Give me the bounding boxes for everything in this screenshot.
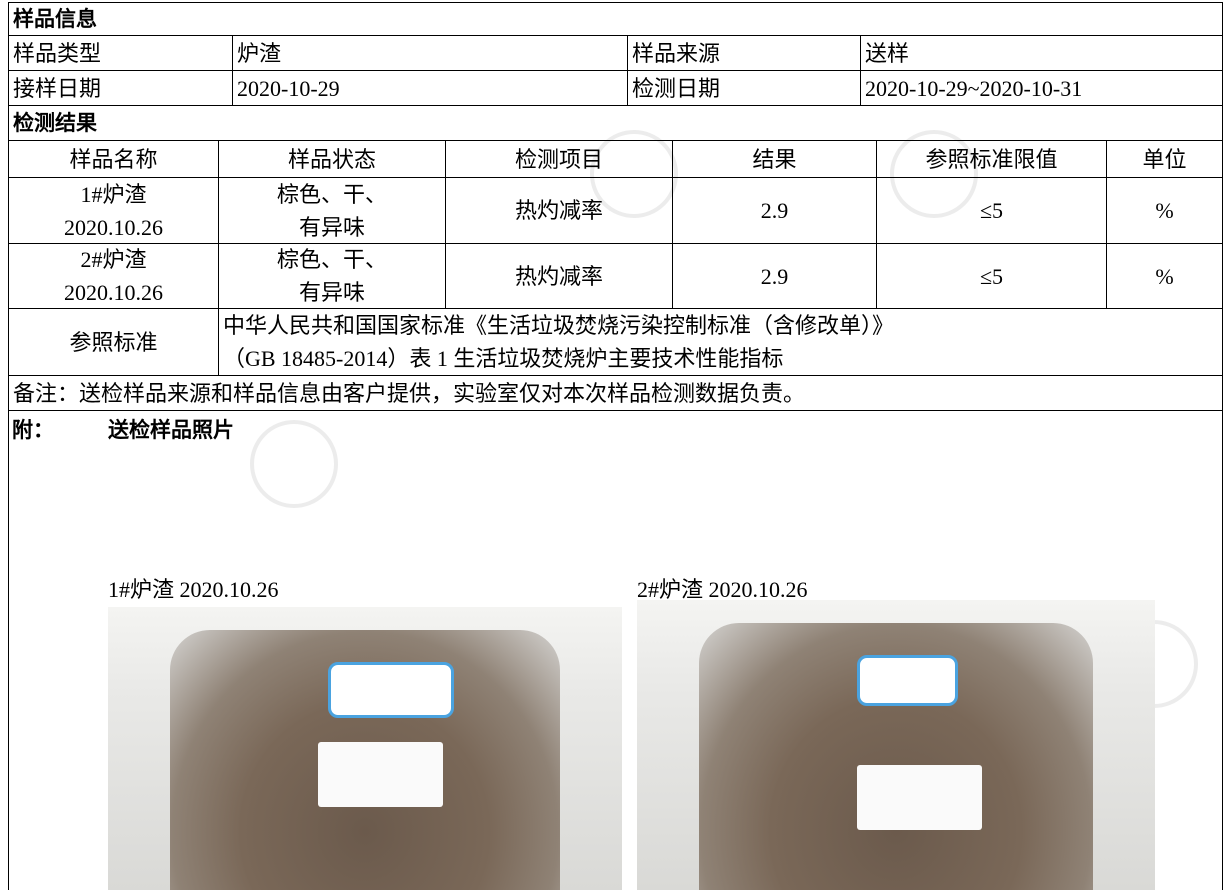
column-header-text: 样品状态 — [287, 146, 376, 172]
section-title: 样品信息 — [8, 2, 1223, 36]
reference-label: 参照标准 — [8, 308, 219, 376]
section-title: 检测结果 — [8, 105, 1223, 141]
sample-name: 1#炉渣 2020.10.26 — [8, 177, 219, 244]
watermark — [890, 130, 978, 218]
result-text: 2.9 — [760, 263, 789, 289]
result: 2.9 — [672, 243, 877, 309]
info-value-text: 2020-10-29 — [237, 75, 340, 101]
sample-state-text: 有异味 — [298, 214, 365, 240]
column-header: 参照标准限值 — [876, 140, 1107, 178]
test-item-text: 热灼减率 — [514, 198, 603, 223]
reference-label-text: 参照标准 — [69, 329, 158, 355]
watermark — [250, 420, 338, 508]
info-label-text: 样品来源 — [632, 40, 721, 66]
column-header-text: 样品名称 — [69, 146, 158, 172]
column-header-text: 单位 — [1142, 146, 1187, 172]
attachment-box — [8, 410, 1223, 890]
column-header: 检测项目 — [445, 140, 673, 178]
limit: ≤5 — [876, 243, 1107, 309]
test-item-text: 热灼减率 — [514, 263, 603, 289]
sample-photo — [108, 607, 622, 890]
info-label: 接样日期 — [8, 70, 233, 106]
sample-name-text: 1#炉渣 — [80, 181, 147, 207]
photo-caption: 1#炉渣 2020.10.26 — [108, 572, 279, 604]
info-value: 2020-10-29 — [232, 70, 628, 106]
label-tag — [328, 662, 454, 718]
attachment-title-text: 送检样品照片 — [108, 418, 234, 442]
info-value-text: 送样 — [865, 40, 910, 66]
sample-photo — [637, 600, 1155, 890]
test-item: 热灼减率 — [445, 177, 673, 244]
section-title-text: 检测结果 — [13, 110, 97, 135]
info-label: 检测日期 — [627, 70, 861, 106]
section-title-text: 样品信息 — [13, 6, 97, 31]
info-label-text: 样品类型 — [13, 40, 102, 66]
sample-name-text: 2#炉渣 — [80, 247, 147, 272]
limit-text: ≤5 — [979, 198, 1004, 223]
watermark — [590, 130, 678, 218]
attachment-label: 附： — [12, 414, 54, 444]
photo-caption-text: 2#炉渣 2020.10.26 — [637, 577, 808, 602]
sample-name: 2#炉渣 2020.10.26 — [8, 243, 219, 309]
photo-caption-text: 1#炉渣 2020.10.26 — [108, 577, 279, 602]
photo-caption: 2#炉渣 2020.10.26 — [637, 572, 808, 604]
sample-state: 棕色、干、 有异味 — [218, 177, 446, 244]
limit: ≤5 — [876, 177, 1107, 244]
limit-text: ≤5 — [979, 263, 1004, 289]
sample-state-text: 棕色、干、 — [276, 181, 387, 207]
sample-state-text: 棕色、干、 — [276, 247, 387, 272]
info-label: 样品类型 — [8, 35, 233, 71]
column-header: 结果 — [672, 140, 877, 178]
unit-text: % — [1155, 198, 1174, 223]
info-value: 炉渣 — [232, 35, 628, 71]
label-tag — [857, 655, 958, 706]
info-value-text: 2020-10-29~2020-10-31 — [865, 75, 1083, 101]
attachment-label-text: 附： — [12, 418, 54, 442]
unit-text: % — [1155, 263, 1174, 289]
barcode-sticker — [857, 765, 982, 830]
sample-state-text: 有异味 — [298, 280, 365, 305]
reference-text-text: （GB 18485-2014）表 1 生活垃圾焚烧炉主要技术性能指标 — [223, 346, 784, 371]
reference-text: 中华人民共和国国家标准《生活垃圾焚烧污染控制标准（含修改单）》 （GB 18485… — [218, 308, 1223, 376]
info-value: 2020-10-29~2020-10-31 — [860, 70, 1223, 106]
remark: 备注：送检样品来源和样品信息由客户提供，实验室仅对本次样品检测数据负责。 — [8, 375, 1223, 411]
result: 2.9 — [672, 177, 877, 244]
result-text: 2.9 — [760, 198, 789, 223]
reference-text-text: 中华人民共和国国家标准《生活垃圾焚烧污染控制标准（含修改单）》 — [223, 313, 895, 338]
sample-state: 棕色、干、 有异味 — [218, 243, 446, 309]
column-header-text: 参照标准限值 — [925, 146, 1058, 172]
remark-text: 备注：送检样品来源和样品信息由客户提供，实验室仅对本次样品检测数据负责。 — [13, 380, 806, 406]
barcode-sticker — [318, 742, 443, 807]
sample-name-text: 2020.10.26 — [64, 280, 163, 305]
column-header: 单位 — [1106, 140, 1223, 178]
test-item: 热灼减率 — [445, 243, 673, 309]
unit: % — [1106, 177, 1223, 244]
sample-name-text: 2020.10.26 — [64, 214, 163, 240]
info-label: 样品来源 — [627, 35, 861, 71]
info-label-text: 接样日期 — [13, 75, 102, 101]
column-header-text: 检测项目 — [514, 146, 603, 172]
column-header: 样品状态 — [218, 140, 446, 178]
info-value-text: 炉渣 — [237, 40, 282, 66]
info-label-text: 检测日期 — [632, 75, 721, 101]
attachment-title: 送检样品照片 — [108, 414, 234, 444]
column-header: 样品名称 — [8, 140, 219, 178]
info-value: 送样 — [860, 35, 1223, 71]
unit: % — [1106, 243, 1223, 309]
column-header-text: 结果 — [752, 146, 797, 172]
